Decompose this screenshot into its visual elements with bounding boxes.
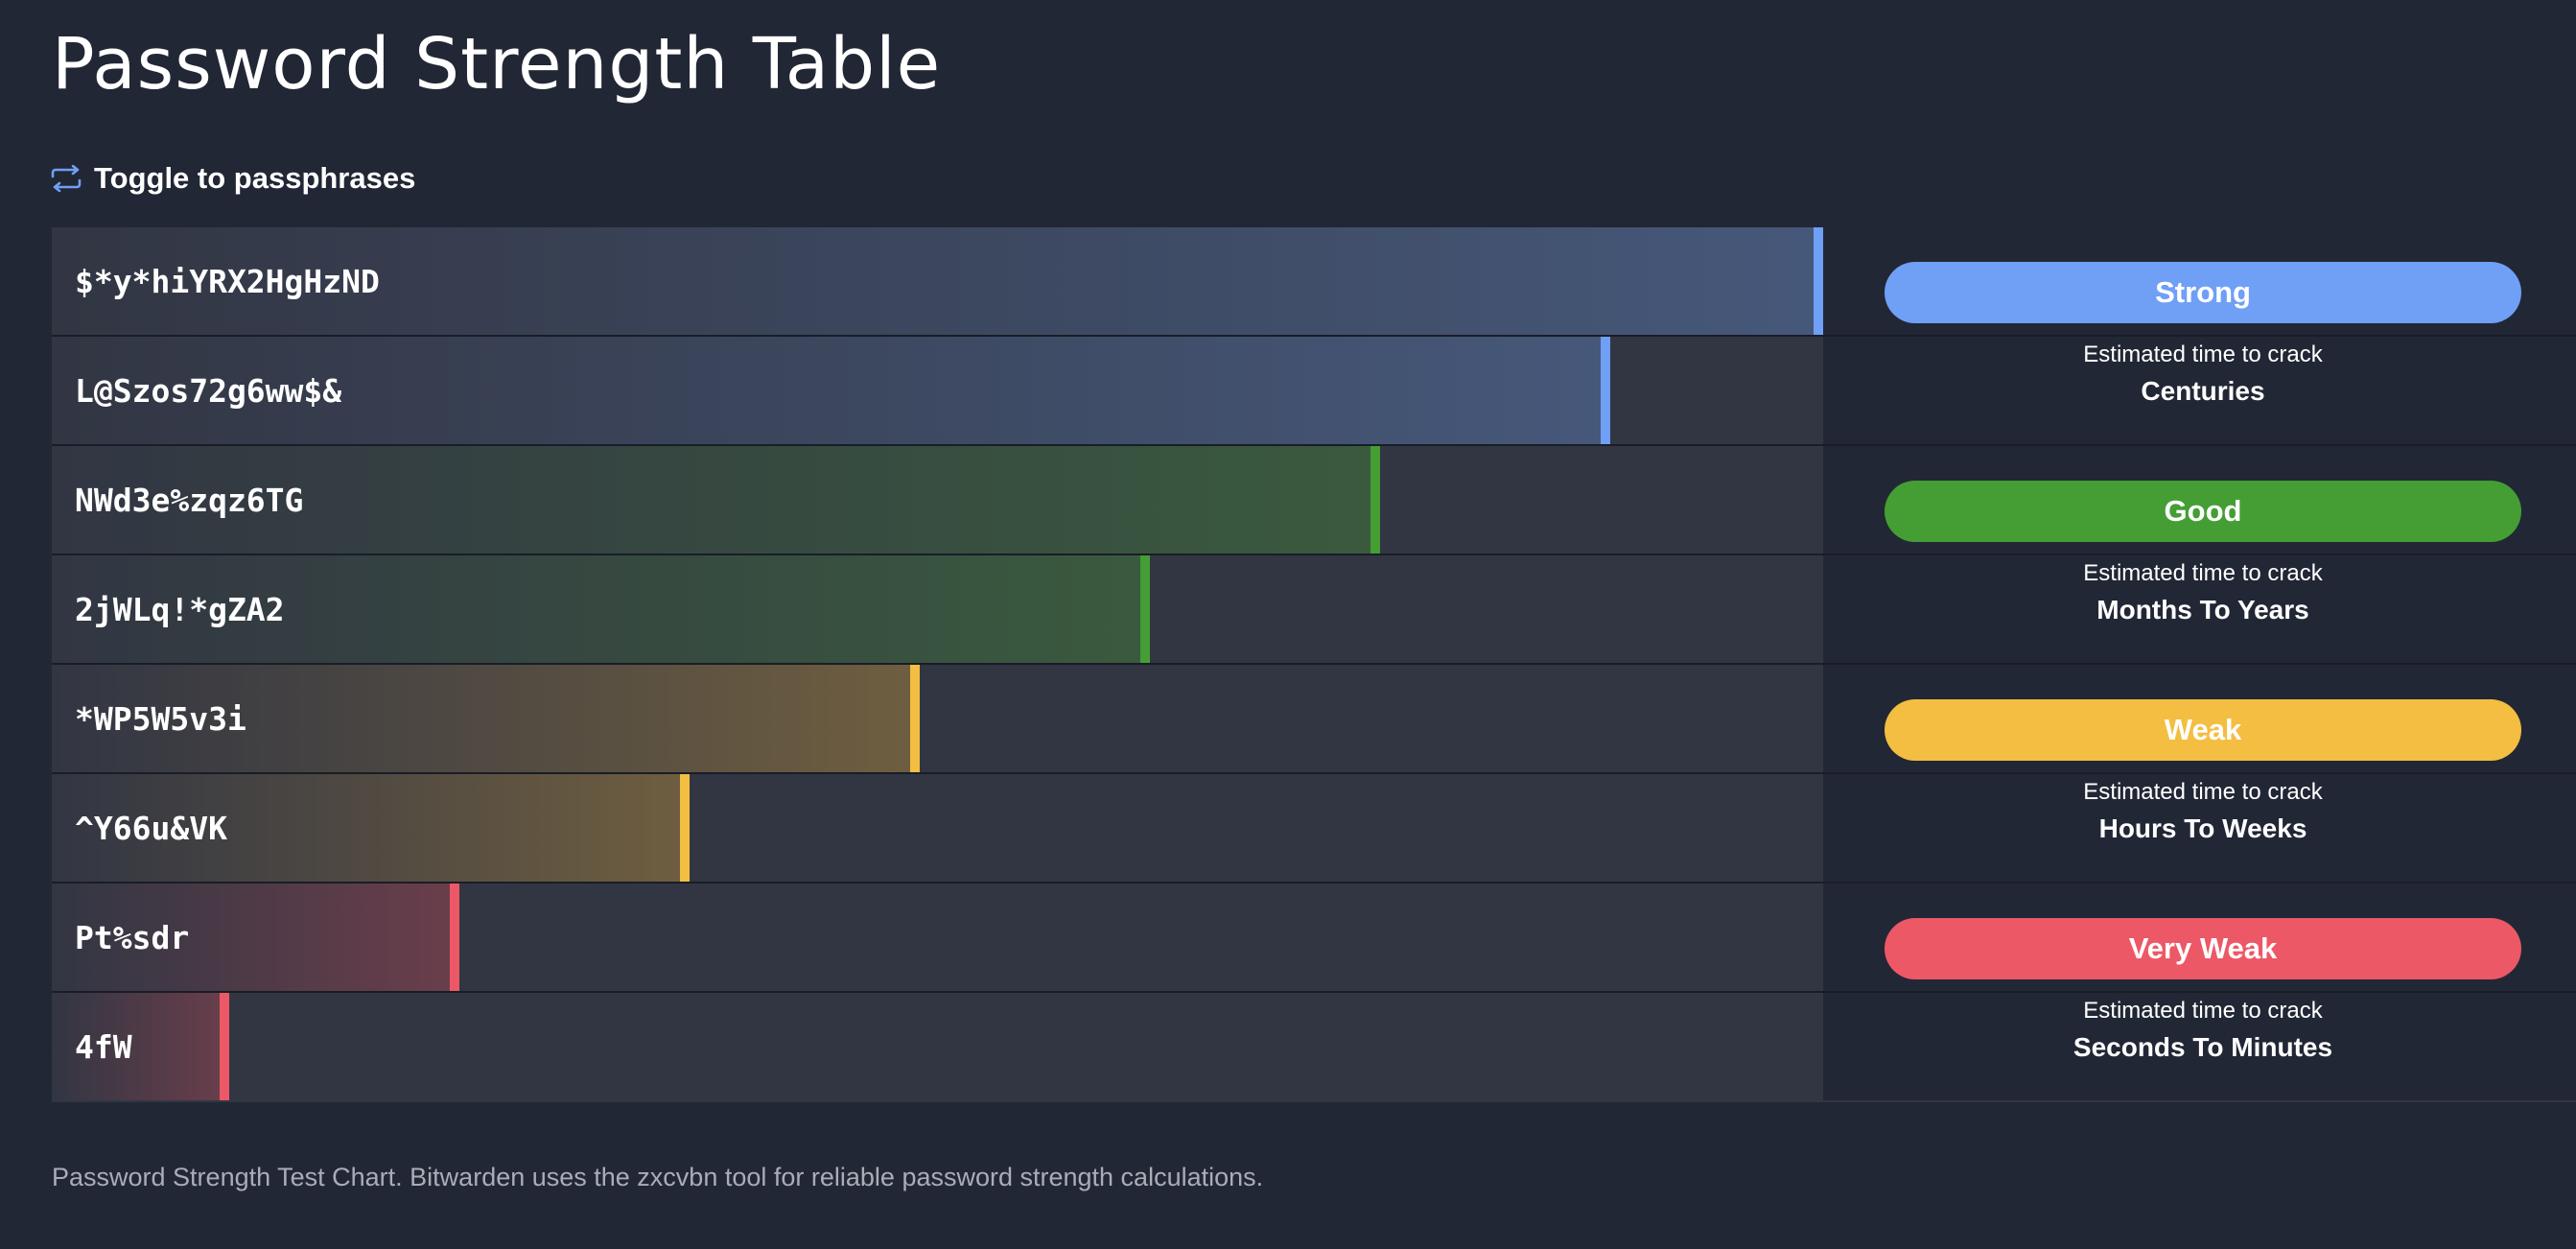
password-text: *WP5W5v3i — [75, 699, 246, 738]
time-to-crack-label: Estimated time to crack — [2083, 998, 2323, 1024]
toggle-label: Toggle to passphrases — [94, 161, 416, 195]
password-row: 4fW — [52, 993, 1823, 1100]
time-to-crack-value: Seconds To Minutes — [2073, 1032, 2333, 1062]
row-divider — [52, 444, 2576, 446]
row-divider — [52, 882, 2576, 884]
strength-bar — [52, 774, 690, 882]
toggle-passphrases-button[interactable]: Toggle to passphrases — [50, 161, 415, 196]
strength-bar-marker — [450, 884, 459, 991]
strength-bar-marker — [910, 665, 920, 772]
strength-bar — [52, 665, 920, 772]
swap-arrows-icon — [50, 165, 82, 192]
strength-bar-marker — [1370, 446, 1380, 554]
strength-bar — [52, 555, 1150, 663]
strength-bar-marker — [220, 993, 229, 1100]
row-divider — [52, 663, 2576, 665]
password-row: Pt%sdr — [52, 884, 1823, 991]
password-text: NWd3e%zqz6TG — [75, 481, 304, 519]
time-to-crack-value: Hours To Weeks — [2098, 813, 2307, 843]
password-text: ^Y66u&VK — [75, 809, 227, 847]
strength-group-panel: Good Estimated time to crack Months To Yea… — [1884, 481, 2522, 626]
row-divider — [52, 772, 2576, 774]
strength-bar-marker — [1814, 227, 1823, 335]
password-row: NWd3e%zqz6TG — [52, 446, 1823, 554]
strength-bar — [52, 884, 459, 991]
password-row: *WP5W5v3i — [52, 665, 1823, 772]
strength-bar — [52, 227, 1823, 335]
footer-caption: Password Strength Test Chart. Bitwarden … — [52, 1163, 1264, 1191]
password-text: L@Szos72g6ww$& — [75, 371, 342, 410]
time-to-crack-value: Centuries — [2141, 376, 2265, 406]
password-text: Pt%sdr — [75, 918, 190, 956]
time-to-crack-label: Estimated time to crack — [2083, 560, 2323, 586]
strength-bar-marker — [1140, 555, 1150, 663]
time-to-crack-label: Estimated time to crack — [2083, 779, 2323, 805]
strength-badge: Very Weak — [1885, 918, 2521, 979]
page-title: Password Strength Table — [52, 23, 942, 106]
row-divider — [52, 1100, 2576, 1102]
strength-group-panel: Strong Estimated time to crack Centuries — [1884, 262, 2522, 408]
strength-bar — [52, 337, 1610, 444]
password-text: 4fW — [75, 1027, 132, 1066]
strength-bar-marker — [680, 774, 690, 882]
strength-bar — [52, 446, 1380, 554]
password-text: $*y*hiYRX2HgHzND — [75, 262, 380, 300]
password-row: ^Y66u&VK — [52, 774, 1823, 882]
strength-badge: Good — [1885, 481, 2521, 542]
strength-badge: Weak — [1885, 699, 2521, 761]
password-row: 2jWLq!*gZA2 — [52, 555, 1823, 663]
password-row: $*y*hiYRX2HgHzND — [52, 227, 1823, 335]
strength-group-panel: Weak Estimated time to crack Hours To Week… — [1884, 699, 2522, 845]
strength-badge: Strong — [1885, 262, 2521, 323]
strength-group-panel: Very Weak Estimated time to crack Seconds … — [1884, 918, 2522, 1064]
row-divider — [52, 991, 2576, 993]
password-text: 2jWLq!*gZA2 — [75, 590, 285, 628]
row-divider — [52, 335, 2576, 337]
row-divider — [52, 554, 2576, 555]
password-row: L@Szos72g6ww$& — [52, 337, 1823, 444]
strength-bar-marker — [1601, 337, 1610, 444]
strength-bar — [52, 993, 229, 1100]
time-to-crack-value: Months To Years — [2096, 595, 2309, 624]
time-to-crack-label: Estimated time to crack — [2083, 342, 2323, 367]
